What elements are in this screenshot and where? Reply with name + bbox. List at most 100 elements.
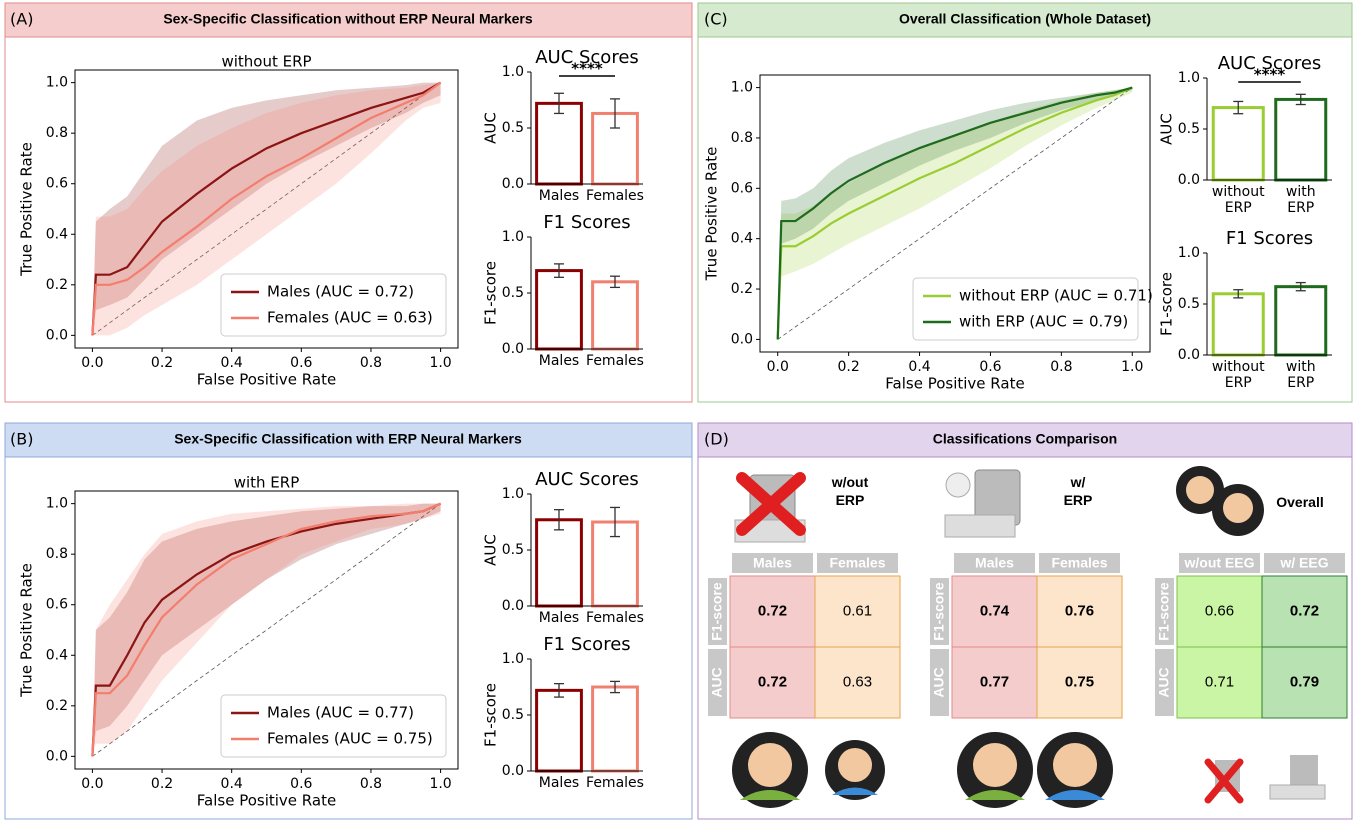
- row-header-label: F1-score: [1156, 582, 1172, 641]
- y-tick-label: 0.2: [731, 281, 753, 297]
- y-tick-label: 0.5: [502, 707, 524, 723]
- x-tick-label: Females: [586, 610, 644, 626]
- bar: [537, 103, 582, 184]
- x-tick-label: 0.0: [81, 776, 103, 792]
- y-tick-label: 0.4: [46, 226, 68, 242]
- x-tick-label: 1.0: [429, 776, 451, 792]
- bar: [593, 282, 638, 349]
- y-axis-label: True Positive Rate: [18, 563, 36, 698]
- panel-label: (C): [704, 10, 728, 29]
- x-tick-label: 0.2: [838, 359, 860, 375]
- x-tick-label: 0.6: [979, 359, 1001, 375]
- y-tick-label: 0.0: [731, 331, 753, 347]
- y-axis-label: AUC: [1158, 113, 1176, 145]
- panel-title: Sex-Specific Classification without ERP …: [163, 11, 533, 27]
- legend-label: Males (AUC = 0.72): [267, 283, 414, 301]
- y-tick-label: 1.0: [502, 486, 524, 502]
- x-tick-label: Females: [586, 353, 644, 369]
- cell-value: 0.77: [980, 673, 1009, 690]
- x-tick-label: withERP: [1286, 359, 1316, 391]
- column-header-label: w/out EEG: [1184, 555, 1255, 571]
- panel-label: (B): [10, 430, 33, 449]
- x-tick-label: 1.0: [429, 355, 451, 371]
- y-tick-label: 1.0: [502, 64, 524, 80]
- panel-title: Classifications Comparison: [933, 431, 1117, 447]
- cell-value: 0.75: [1065, 673, 1094, 690]
- chart-title: AUC Scores: [535, 469, 639, 490]
- y-tick-label: 1.0: [46, 75, 68, 91]
- x-tick-label: Males: [539, 188, 579, 204]
- row-header-label: AUC: [709, 667, 725, 697]
- x-tick-label: 0.8: [360, 776, 382, 792]
- y-tick-label: 1.0: [502, 229, 524, 245]
- cell-value: 0.72: [758, 602, 787, 619]
- cell-value: 0.61: [843, 602, 872, 619]
- y-tick-label: 1.0: [731, 80, 753, 96]
- y-tick-label: 0.5: [1178, 121, 1200, 137]
- y-tick-label: 1.0: [502, 651, 524, 667]
- y-axis-label: AUC: [482, 534, 500, 566]
- y-tick-label: 0.0: [1178, 347, 1200, 363]
- y-tick-label: 0.4: [46, 647, 68, 663]
- column-header-label: Males: [975, 555, 1014, 571]
- y-tick-label: 0.5: [502, 542, 524, 558]
- y-tick-label: 0.6: [46, 176, 68, 192]
- chart-title: F1 Scores: [543, 212, 630, 233]
- y-tick-label: 1.0: [46, 496, 68, 512]
- y-tick-label: 0.5: [1178, 296, 1200, 312]
- y-tick-label: 0.5: [502, 285, 524, 301]
- cell-value: 0.63: [843, 673, 872, 690]
- row-header-label: F1-score: [709, 582, 725, 641]
- x-tick-label: 0.2: [151, 776, 173, 792]
- significance-label: ****: [1254, 66, 1286, 84]
- y-tick-label: 0.0: [46, 327, 68, 343]
- y-axis-label: F1-score: [1158, 272, 1176, 336]
- significance-label: ****: [571, 60, 603, 78]
- cell-value: 0.72: [758, 673, 787, 690]
- group-title: Overall: [1276, 494, 1323, 510]
- bar: [537, 271, 582, 349]
- row-header-label: AUC: [931, 667, 947, 697]
- x-tick-label: Males: [539, 353, 579, 369]
- legend-label: Females (AUC = 0.63): [267, 309, 433, 327]
- row-header-label: AUC: [1156, 667, 1172, 697]
- y-axis-label: True Positive Rate: [703, 147, 721, 282]
- x-tick-label: withERP: [1286, 184, 1316, 216]
- chart-title: with ERP: [234, 474, 300, 492]
- cell-value: 0.76: [1065, 602, 1094, 619]
- bar: [537, 690, 582, 771]
- x-tick-label: 0.4: [221, 776, 243, 792]
- column-header-label: w/ EEG: [1279, 555, 1328, 571]
- y-tick-label: 0.0: [502, 341, 524, 357]
- column-header-label: Females: [829, 555, 885, 571]
- bar: [1276, 287, 1326, 355]
- figure: (A) Sex-Specific Classification without …: [0, 0, 1354, 821]
- y-axis-label: F1-score: [482, 261, 500, 325]
- panel-title: Sex-Specific Classification with ERP Neu…: [174, 431, 522, 447]
- chart-title: F1 Scores: [543, 634, 630, 655]
- x-tick-label: Females: [586, 775, 644, 791]
- legend-label: Females (AUC = 0.75): [267, 730, 433, 748]
- y-tick-label: 0.4: [731, 231, 753, 247]
- x-axis-label: False Positive Rate: [197, 792, 336, 810]
- x-tick-label: 0.8: [1050, 359, 1072, 375]
- legend-label: Males (AUC = 0.77): [267, 704, 414, 722]
- y-tick-label: 0.8: [46, 125, 68, 141]
- x-tick-label: Females: [586, 188, 644, 204]
- row-header-label: F1-score: [931, 582, 947, 641]
- x-tick-label: 0.0: [767, 359, 789, 375]
- y-tick-label: 1.0: [1178, 70, 1200, 86]
- cell-value: 0.71: [1205, 673, 1234, 690]
- y-tick-label: 0.8: [731, 130, 753, 146]
- x-tick-label: 0.8: [360, 355, 382, 371]
- y-tick-label: 0.0: [502, 598, 524, 614]
- y-tick-label: 0.2: [46, 277, 68, 293]
- bar: [593, 687, 638, 771]
- x-tick-label: 0.4: [221, 355, 243, 371]
- y-axis-label: AUC: [482, 112, 500, 144]
- legend-label: without ERP (AUC = 0.71): [959, 287, 1153, 305]
- y-axis-label: True Positive Rate: [18, 142, 36, 277]
- cell-value: 0.72: [1290, 602, 1319, 619]
- chart-title: without ERP: [221, 53, 311, 71]
- x-tick-label: 1.0: [1121, 359, 1143, 375]
